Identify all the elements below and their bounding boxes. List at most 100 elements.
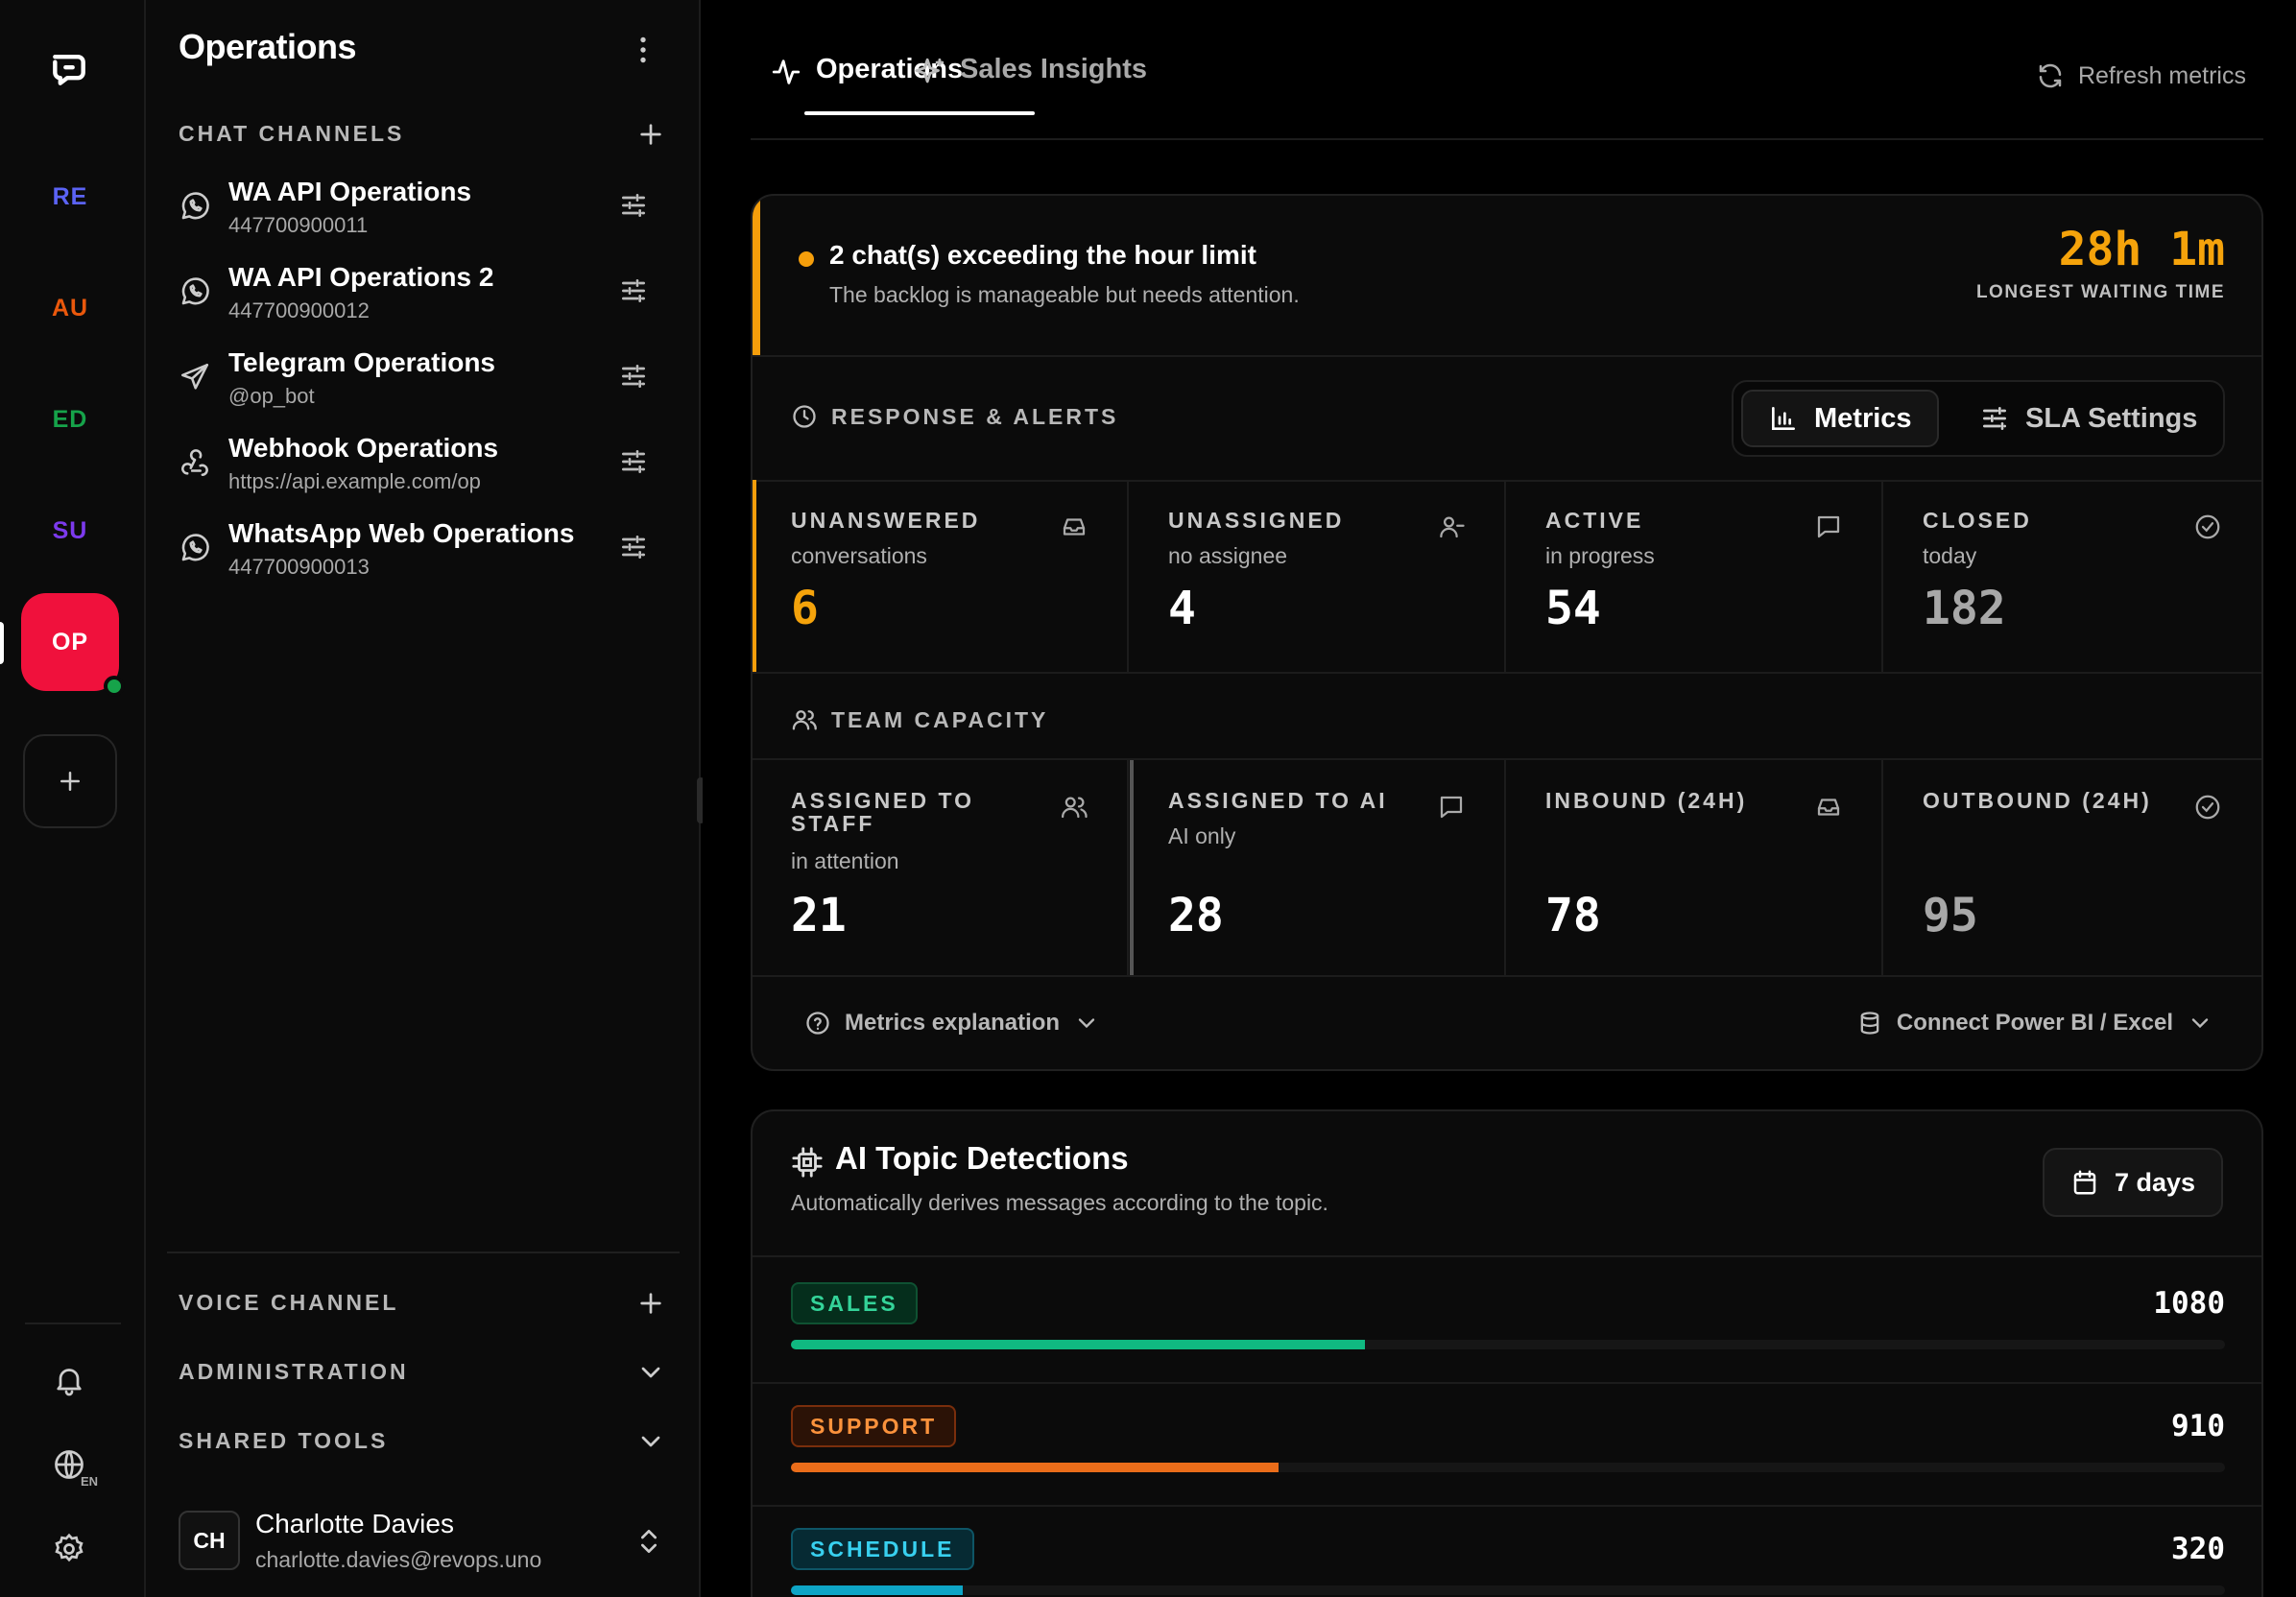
metric-sublabel: in attention — [791, 848, 899, 873]
alert-subtitle: The backlog is manageable but needs atte… — [829, 282, 1300, 307]
topic-count: 910 — [2171, 1409, 2225, 1443]
add-voice-channel-icon[interactable] — [635, 1288, 666, 1319]
topic-tag: SUPPORT — [791, 1405, 957, 1447]
cpu-chip-icon — [791, 1146, 824, 1179]
divider — [753, 672, 2261, 674]
activity-icon — [772, 60, 801, 84]
more-options-icon[interactable] — [626, 33, 660, 67]
tab-operations[interactable]: Operations — [770, 54, 963, 113]
connect-powerbi-toggle[interactable]: Connect Power BI / Excel — [1856, 1010, 2213, 1037]
response-alerts-header: RESPONSE & ALERTS — [791, 403, 1118, 430]
workspace-ed[interactable]: ED — [21, 370, 119, 468]
topic-count: 320 — [2171, 1532, 2225, 1566]
users-icon — [792, 710, 817, 730]
settings-gear-icon[interactable] — [52, 1532, 86, 1566]
longest-waiting-label: LONGEST WAITING TIME — [1975, 282, 2225, 302]
user-avatar[interactable]: CH — [179, 1511, 240, 1570]
topic-bar-fill — [791, 1585, 964, 1595]
channel-settings-icon[interactable] — [618, 532, 649, 562]
topics-title: AI Topic Detections — [835, 1140, 1129, 1176]
divider — [753, 1255, 2261, 1257]
channel-settings-icon[interactable] — [618, 190, 649, 221]
workspace-au[interactable]: AU — [21, 259, 119, 357]
add-chat-channel-icon[interactable] — [635, 119, 666, 150]
channel-name: WA API Operations 2 — [228, 262, 494, 292]
metric-label: INBOUND (24H) — [1545, 788, 1748, 813]
operations-metrics-card: 2 chat(s) exceeding the hour limit The b… — [751, 194, 2263, 1071]
ai-topic-detections-card: AI Topic Detections Automatically derive… — [751, 1109, 2263, 1597]
metrics-toggle-button[interactable]: Metrics — [1741, 390, 1939, 447]
workspace-op[interactable]: OP — [21, 593, 125, 697]
channel-settings-icon[interactable] — [618, 275, 649, 306]
workspace-code: OP — [51, 628, 89, 655]
channel-settings-icon[interactable] — [618, 361, 649, 392]
divider — [753, 355, 2261, 357]
add-workspace-button[interactable] — [23, 734, 117, 828]
refresh-icon — [2039, 63, 2062, 88]
divider — [753, 480, 2261, 482]
metric-value: 6 — [791, 582, 819, 635]
metric-value: 28 — [1168, 889, 1224, 942]
topic-bar-track — [791, 1340, 2225, 1349]
workspace-title: Operations — [179, 27, 357, 66]
metric-value: 182 — [1923, 582, 2006, 635]
voice-channel-header[interactable]: VOICE CHANNEL — [179, 1290, 399, 1315]
workspace-rail: RE AU ED SU OP EN — [0, 0, 146, 1597]
tab-sales-insights-inner[interactable]: Sales Insights — [914, 54, 1147, 113]
channel-item[interactable]: Webhook Operations https://api.example.co… — [179, 433, 678, 510]
date-range-button[interactable]: 7 days — [2043, 1148, 2223, 1217]
chevron-down-icon — [2191, 1018, 2209, 1029]
channel-item[interactable]: WA API Operations 447700900011 — [179, 177, 678, 253]
metrics-explanation-toggle[interactable]: Metrics explanation — [804, 1010, 1100, 1037]
workspace-code: AU — [51, 294, 89, 322]
workspace-code: ED — [52, 405, 88, 433]
channel-item[interactable]: WA API Operations 2 447700900012 — [179, 262, 678, 339]
language-globe-icon[interactable] — [52, 1447, 86, 1482]
user-name[interactable]: Charlotte Davies — [255, 1509, 454, 1538]
metric-sublabel: in progress — [1545, 543, 1655, 568]
metric-value: 78 — [1545, 889, 1601, 942]
topic-row-sales[interactable]: SALES 1080 — [791, 1282, 2225, 1405]
chevron-down-icon — [1078, 1018, 1095, 1029]
users-icon — [1060, 793, 1088, 822]
channel-item[interactable]: Telegram Operations @op_bot — [179, 347, 678, 424]
channel-identifier: @op_bot — [228, 384, 315, 408]
metric-value: 21 — [791, 889, 847, 942]
metric-tile-assigned-to-staff: ASSIGNED TO STAFF in attention 21 — [753, 760, 1129, 975]
tab-operations-label: Operations — [816, 54, 964, 84]
sparkles-icon — [915, 58, 945, 83]
inbox-icon — [1814, 793, 1843, 822]
topic-row-support[interactable]: SUPPORT 910 — [791, 1405, 2225, 1528]
channel-identifier: 447700900011 — [228, 213, 369, 237]
sla-settings-button[interactable]: SLA Settings — [1954, 390, 2222, 447]
workspace-re[interactable]: RE — [21, 148, 119, 246]
telegram-icon — [179, 361, 211, 393]
chevron-down-icon[interactable] — [635, 1426, 666, 1457]
metric-label: OUTBOUND (24H) — [1923, 788, 2152, 813]
sidebar-resize-handle[interactable] — [697, 777, 705, 823]
language-code: EN — [81, 1474, 99, 1489]
chevrons-up-down-icon[interactable] — [634, 1526, 664, 1557]
message-square-icon — [1814, 512, 1843, 541]
metric-value: 54 — [1545, 582, 1601, 635]
topic-bar-track — [791, 1463, 2225, 1472]
channel-settings-icon[interactable] — [618, 446, 649, 477]
shared-tools-header[interactable]: SHARED TOOLS — [179, 1428, 389, 1453]
alert-status-dot — [799, 251, 814, 267]
topic-row-schedule[interactable]: SCHEDULE 320 — [791, 1528, 2225, 1597]
sliders-icon — [1983, 407, 2006, 430]
channel-name: Telegram Operations — [228, 347, 496, 377]
workspace-su[interactable]: SU — [21, 482, 119, 580]
active-tab-underline — [804, 111, 1035, 115]
metric-tile-unassigned: UNASSIGNED no assignee 4 — [1130, 480, 1506, 672]
divider — [753, 1505, 2261, 1507]
channel-item[interactable]: WhatsApp Web Operations 447700900013 — [179, 518, 678, 595]
notifications-bell-icon[interactable] — [52, 1363, 86, 1397]
sla-settings-label: SLA Settings — [2025, 402, 2198, 434]
metrics-toggle-label: Metrics — [1814, 402, 1912, 434]
app-logo-icon[interactable] — [48, 48, 90, 90]
refresh-metrics-button[interactable]: Refresh metrics — [2036, 61, 2246, 90]
chevron-down-icon[interactable] — [635, 1357, 666, 1388]
team-capacity-label: TEAM CAPACITY — [831, 706, 1049, 732]
administration-header[interactable]: ADMINISTRATION — [179, 1359, 409, 1384]
